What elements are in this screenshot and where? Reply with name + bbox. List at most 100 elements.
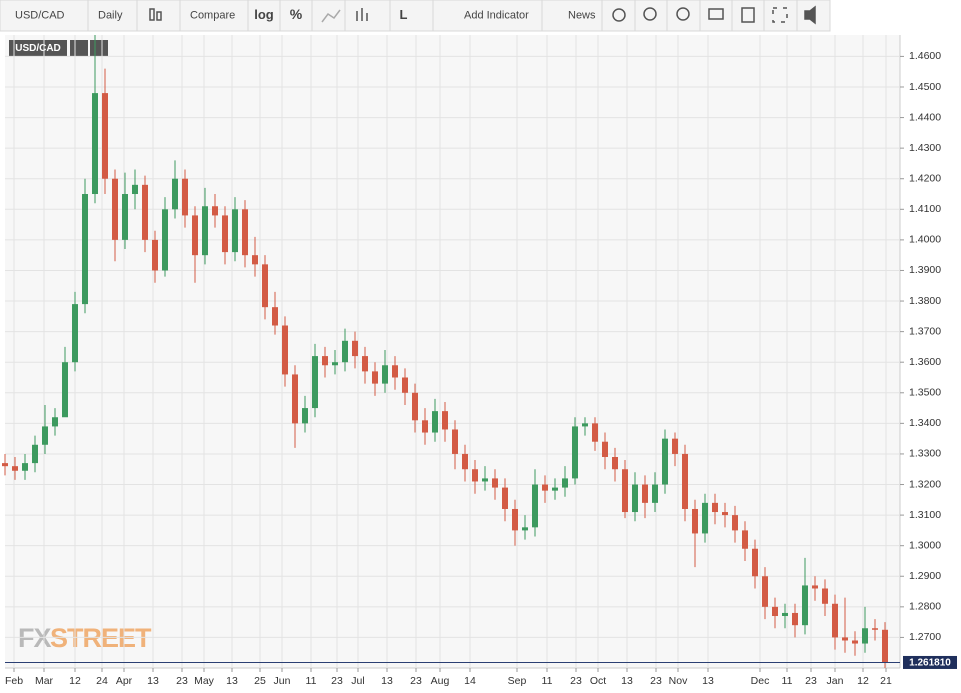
settings-button[interactable]: [90, 40, 108, 56]
x-tick-label: 13: [147, 675, 159, 687]
y-tick-label: 1.4500: [909, 81, 941, 93]
toolbar-button[interactable]: %: [290, 6, 303, 22]
toolbar-button[interactable]: USD/CAD: [15, 9, 65, 21]
x-tick-label: 24: [96, 675, 108, 687]
candle-body: [792, 612, 798, 626]
candle-body: [632, 484, 638, 513]
candle-body: [102, 93, 108, 179]
x-tick-label: 23: [331, 675, 343, 687]
candle-body: [452, 429, 458, 454]
candle-body: [332, 362, 338, 366]
x-tick-label: 13: [702, 675, 714, 687]
toolbar-button[interactable]: Compare: [190, 9, 235, 21]
candle-body: [252, 255, 258, 265]
candle-body: [512, 508, 518, 531]
y-tick-label: 1.4600: [909, 50, 941, 62]
candle-body: [302, 408, 308, 424]
candle-body: [222, 215, 228, 253]
candle-body: [612, 457, 618, 470]
x-tick-label: Nov: [669, 675, 688, 687]
symbol-label: USD/CAD: [15, 43, 61, 54]
candle-body: [32, 444, 38, 464]
candle-body: [812, 585, 818, 589]
candle-body: [842, 637, 848, 641]
candle-icon[interactable]: [149, 8, 155, 21]
chart-icon[interactable]: [321, 9, 341, 23]
plot-area: [5, 35, 900, 668]
toolbar-button[interactable]: log: [254, 7, 274, 22]
candle-body: [22, 463, 28, 471]
candle-body: [412, 392, 418, 421]
candle-body: [82, 194, 88, 305]
x-tick-label: 23: [410, 675, 422, 687]
candle-body: [762, 576, 768, 607]
candle-body: [802, 585, 808, 626]
symbol-badge: [9, 40, 67, 56]
print-icon[interactable]: [708, 8, 724, 20]
x-tick-label: Dec: [751, 675, 770, 687]
candle-body: [542, 484, 548, 491]
candle-body: [642, 484, 648, 503]
candle-body: [582, 423, 588, 427]
candle-body: [502, 487, 508, 509]
candle-body: [62, 362, 68, 418]
candle-body: [862, 628, 868, 644]
candle-body: [852, 640, 858, 644]
y-tick-label: 1.4200: [909, 173, 941, 185]
toolbar-button[interactable]: L: [400, 7, 408, 22]
last-price-label: 1.261810: [909, 658, 951, 669]
candle-body: [482, 478, 488, 482]
x-tick-label: Mar: [35, 675, 54, 687]
candle-body: [682, 453, 688, 509]
y-tick-label: 1.2800: [909, 601, 941, 613]
toolbar-button[interactable]: Add Indicator: [464, 9, 529, 21]
x-tick-label: May: [194, 675, 215, 687]
refresh-icon[interactable]: [612, 8, 626, 22]
candle-body: [112, 178, 118, 240]
x-tick-label: 12: [857, 675, 869, 687]
candle-body: [142, 184, 148, 240]
fullscreen-icon[interactable]: [772, 7, 788, 23]
candle-body: [662, 438, 668, 485]
candle-body: [372, 371, 378, 384]
candle-body: [382, 365, 388, 384]
candle-body: [192, 215, 198, 256]
x-tick-label: Jan: [827, 675, 844, 687]
candle-body: [52, 417, 58, 427]
candle-body: [472, 469, 478, 482]
candle-body: [742, 530, 748, 549]
zoom-out-icon[interactable]: [676, 7, 690, 21]
candle-body: [422, 420, 428, 433]
candle-body: [152, 239, 158, 271]
x-tick-label: Jun: [274, 675, 291, 687]
reload-button[interactable]: [70, 40, 88, 56]
mute-icon[interactable]: [804, 5, 816, 25]
candle-icon[interactable]: [156, 11, 162, 21]
candle-body: [392, 365, 398, 378]
candle-body: [262, 264, 268, 308]
png-icon[interactable]: [741, 7, 755, 23]
x-tick-label: Jul: [351, 675, 364, 687]
x-tick-label: 23: [650, 675, 662, 687]
y-tick-label: 1.3700: [909, 325, 941, 337]
x-tick-label: Oct: [590, 675, 606, 687]
candle-body: [822, 588, 828, 604]
candle-body: [242, 209, 248, 256]
x-tick-label: 11: [542, 675, 553, 687]
y-tick-label: 1.3300: [909, 448, 941, 460]
candle-body: [492, 478, 498, 488]
candle-body: [752, 548, 758, 577]
x-tick-label: Feb: [5, 675, 23, 687]
candle-body: [782, 612, 788, 617]
candle-body: [522, 527, 528, 531]
toolbar-button[interactable]: Daily: [98, 9, 123, 21]
toolbar-button[interactable]: News: [568, 9, 596, 21]
y-tick-label: 1.2900: [909, 570, 941, 582]
candle-body: [562, 478, 568, 488]
zoom-in-icon[interactable]: [643, 7, 657, 21]
candle-body: [592, 423, 598, 442]
watermark: STREET: [50, 623, 152, 653]
y-tick-label: 1.3200: [909, 478, 941, 490]
last-price-box: [903, 655, 957, 669]
